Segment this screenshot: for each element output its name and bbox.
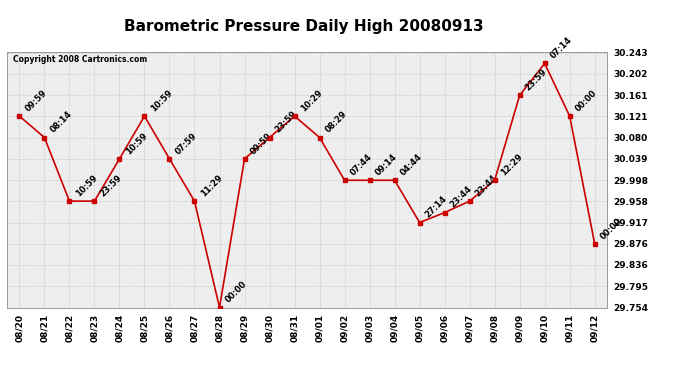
Text: 10:59: 10:59 — [74, 173, 99, 198]
Text: 10:59: 10:59 — [124, 131, 149, 156]
Text: 10:59: 10:59 — [148, 88, 174, 113]
Text: 07:59: 07:59 — [174, 131, 199, 156]
Text: 04:44: 04:44 — [399, 152, 424, 177]
Text: 23:44: 23:44 — [448, 184, 474, 210]
Text: 23:44: 23:44 — [474, 173, 499, 198]
Text: 08:29: 08:29 — [324, 110, 349, 135]
Text: 00:00: 00:00 — [599, 216, 624, 241]
Text: 09:59: 09:59 — [248, 131, 274, 156]
Text: 23:59: 23:59 — [99, 173, 124, 198]
Text: 23:59: 23:59 — [274, 110, 299, 135]
Text: 23:59: 23:59 — [524, 67, 549, 93]
Text: 09:59: 09:59 — [23, 88, 49, 113]
Text: 10:29: 10:29 — [299, 88, 324, 113]
Text: Barometric Pressure Daily High 20080913: Barometric Pressure Daily High 20080913 — [124, 19, 484, 34]
Text: 11:29: 11:29 — [199, 173, 224, 198]
Text: 09:14: 09:14 — [374, 152, 399, 177]
Text: Copyright 2008 Cartronics.com: Copyright 2008 Cartronics.com — [13, 55, 147, 64]
Text: 07:44: 07:44 — [348, 152, 374, 177]
Text: 27:14: 27:14 — [424, 195, 449, 220]
Text: 00:00: 00:00 — [574, 88, 599, 113]
Text: 00:00: 00:00 — [224, 280, 248, 305]
Text: 12:29: 12:29 — [499, 152, 524, 177]
Text: 08:14: 08:14 — [48, 110, 74, 135]
Text: 07:14: 07:14 — [549, 36, 574, 61]
